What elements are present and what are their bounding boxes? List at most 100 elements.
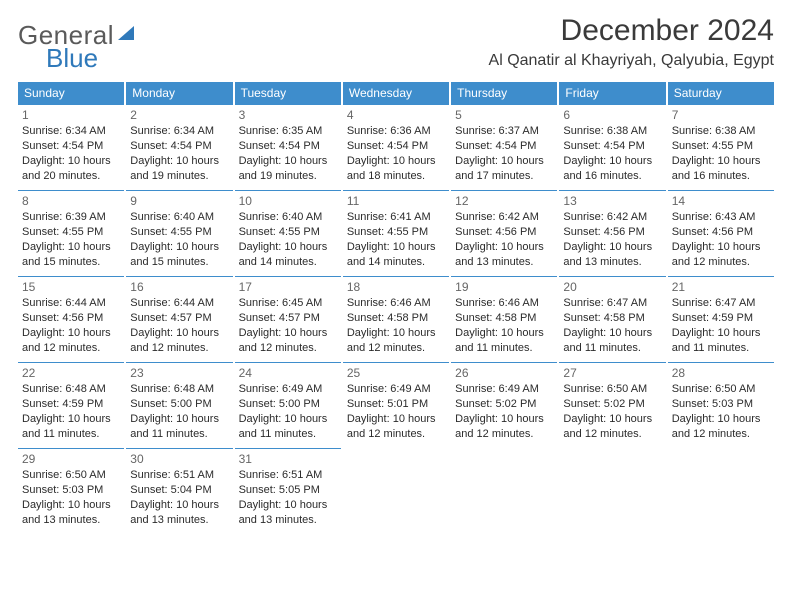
daylight-line: Daylight: 10 hours and 12 minutes. [347,412,445,442]
daylight-line: Daylight: 10 hours and 12 minutes. [130,326,228,356]
sunrise-line: Sunrise: 6:39 AM [22,210,120,225]
daylight-line: Daylight: 10 hours and 14 minutes. [347,240,445,270]
day-cell: 28Sunrise: 6:50 AMSunset: 5:03 PMDayligh… [668,362,774,448]
day-number: 30 [130,452,228,466]
sunset-line: Sunset: 4:59 PM [22,397,120,412]
sunset-line: Sunset: 5:02 PM [455,397,553,412]
daylight-line: Daylight: 10 hours and 19 minutes. [130,154,228,184]
sunset-line: Sunset: 4:56 PM [455,225,553,240]
sunrise-line: Sunrise: 6:51 AM [239,468,337,483]
day-cell: 23Sunrise: 6:48 AMSunset: 5:00 PMDayligh… [126,362,232,448]
sunrise-line: Sunrise: 6:48 AM [130,382,228,397]
day-number: 3 [239,108,337,122]
calendar-page: General Blue December 2024 Al Qanatir al… [0,0,792,612]
sunrise-line: Sunrise: 6:49 AM [455,382,553,397]
day-number: 22 [22,366,120,380]
day-cell: 16Sunrise: 6:44 AMSunset: 4:57 PMDayligh… [126,276,232,362]
day-number: 1 [22,108,120,122]
daylight-line: Daylight: 10 hours and 12 minutes. [672,412,770,442]
daylight-line: Daylight: 10 hours and 12 minutes. [239,326,337,356]
sunset-line: Sunset: 5:01 PM [347,397,445,412]
day-cell: 12Sunrise: 6:42 AMSunset: 4:56 PMDayligh… [451,190,557,276]
day-number: 10 [239,194,337,208]
sunrise-line: Sunrise: 6:47 AM [563,296,661,311]
day-number: 20 [563,280,661,294]
day-cell: 11Sunrise: 6:41 AMSunset: 4:55 PMDayligh… [343,190,449,276]
sunset-line: Sunset: 4:54 PM [22,139,120,154]
sunset-line: Sunset: 4:56 PM [672,225,770,240]
sunset-line: Sunset: 5:03 PM [672,397,770,412]
day-cell: 3 Sunrise: 6:35 AMSunset: 4:54 PMDaylight… [235,104,341,190]
day-number: 12 [455,194,553,208]
calendar-grid: SundayMondayTuesdayWednesdayThursdayFrid… [18,82,774,534]
location-line: Al Qanatir al Khayriyah, Qalyubia, Egypt [489,52,774,70]
sunrise-line: Sunrise: 6:49 AM [239,382,337,397]
daylight-line: Daylight: 10 hours and 17 minutes. [455,154,553,184]
dow-header: Saturday [668,82,774,104]
header: General Blue December 2024 Al Qanatir al… [18,14,774,74]
sunset-line: Sunset: 4:54 PM [455,139,553,154]
daylight-line: Daylight: 10 hours and 11 minutes. [239,412,337,442]
day-cell: 5 Sunrise: 6:37 AMSunset: 4:54 PMDaylight… [451,104,557,190]
daylight-line: Daylight: 10 hours and 19 minutes. [239,154,337,184]
day-number: 14 [672,194,770,208]
sunrise-line: Sunrise: 6:42 AM [563,210,661,225]
sunrise-line: Sunrise: 6:46 AM [347,296,445,311]
sunset-line: Sunset: 4:54 PM [130,139,228,154]
sunrise-line: Sunrise: 6:46 AM [455,296,553,311]
daylight-line: Daylight: 10 hours and 15 minutes. [22,240,120,270]
day-number: 2 [130,108,228,122]
day-cell: 26 Sunrise: 6:49 AMSunset: 5:02 PMDayligh… [451,362,557,448]
sunrise-line: Sunrise: 6:37 AM [455,124,553,139]
daylight-line: Daylight: 10 hours and 12 minutes. [455,412,553,442]
day-number: 15 [22,280,120,294]
sunset-line: Sunset: 4:56 PM [563,225,661,240]
day-cell: 9Sunrise: 6:40 AMSunset: 4:55 PMDaylight… [126,190,232,276]
daylight-line: Daylight: 10 hours and 12 minutes. [563,412,661,442]
sunset-line: Sunset: 4:54 PM [347,139,445,154]
sunrise-line: Sunrise: 6:34 AM [22,124,120,139]
daylight-line: Daylight: 10 hours and 13 minutes. [239,498,337,528]
daylight-line: Daylight: 10 hours and 11 minutes. [672,326,770,356]
sunrise-line: Sunrise: 6:35 AM [239,124,337,139]
day-cell: 22Sunrise: 6:48 AMSunset: 4:59 PMDayligh… [18,362,124,448]
sunrise-line: Sunrise: 6:50 AM [672,382,770,397]
daylight-line: Daylight: 10 hours and 16 minutes. [563,154,661,184]
sunrise-line: Sunrise: 6:38 AM [563,124,661,139]
day-cell: 8Sunrise: 6:39 AMSunset: 4:55 PMDaylight… [18,190,124,276]
day-cell: 15Sunrise: 6:44 AMSunset: 4:56 PMDayligh… [18,276,124,362]
day-cell: 24Sunrise: 6:49 AMSunset: 5:00 PMDayligh… [235,362,341,448]
daylight-line: Daylight: 10 hours and 16 minutes. [672,154,770,184]
day-cell: 20Sunrise: 6:47 AMSunset: 4:58 PMDayligh… [559,276,665,362]
sunrise-line: Sunrise: 6:51 AM [130,468,228,483]
sunset-line: Sunset: 4:55 PM [130,225,228,240]
sunset-line: Sunset: 4:55 PM [239,225,337,240]
logo-wordmark: General Blue [18,20,138,74]
day-cell: 14Sunrise: 6:43 AMSunset: 4:56 PMDayligh… [668,190,774,276]
sunset-line: Sunset: 5:04 PM [130,483,228,498]
day-number: 25 [347,366,445,380]
sunset-line: Sunset: 4:57 PM [130,311,228,326]
sunrise-line: Sunrise: 6:42 AM [455,210,553,225]
sunrise-line: Sunrise: 6:47 AM [672,296,770,311]
day-number: 21 [672,280,770,294]
sunset-line: Sunset: 4:54 PM [239,139,337,154]
sunrise-line: Sunrise: 6:40 AM [239,210,337,225]
logo: General Blue [18,14,138,74]
day-number: 5 [455,108,553,122]
empty-cell [559,448,665,534]
sunset-line: Sunset: 4:54 PM [563,139,661,154]
daylight-line: Daylight: 10 hours and 20 minutes. [22,154,120,184]
day-cell: 13Sunrise: 6:42 AMSunset: 4:56 PMDayligh… [559,190,665,276]
sunrise-line: Sunrise: 6:44 AM [22,296,120,311]
day-cell: 4Sunrise: 6:36 AMSunset: 4:54 PMDaylight… [343,104,449,190]
sunset-line: Sunset: 5:03 PM [22,483,120,498]
day-number: 24 [239,366,337,380]
day-number: 23 [130,366,228,380]
sunrise-line: Sunrise: 6:40 AM [130,210,228,225]
day-number: 26 [455,366,553,380]
daylight-line: Daylight: 10 hours and 11 minutes. [563,326,661,356]
daylight-line: Daylight: 10 hours and 13 minutes. [130,498,228,528]
page-title: December 2024 [489,14,774,48]
day-cell: 29Sunrise: 6:50 AMSunset: 5:03 PMDayligh… [18,448,124,534]
